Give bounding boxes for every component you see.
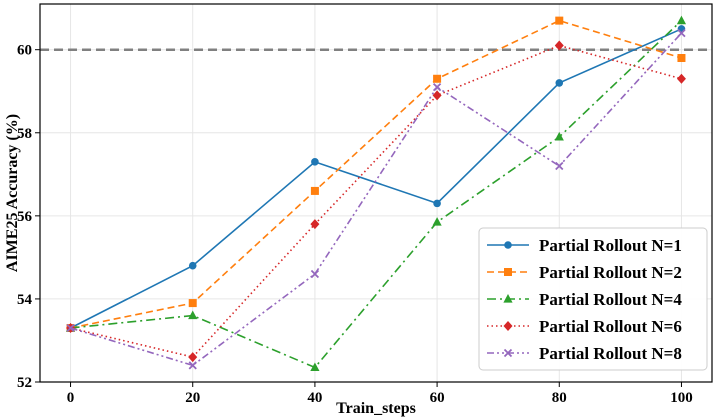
data-point <box>432 90 442 101</box>
plot-border <box>39 3 713 383</box>
legend-label: Partial Rollout N=4 <box>539 290 682 309</box>
legend-label: Partial Rollout N=1 <box>539 236 682 255</box>
x-tick-label: 40 <box>307 390 322 406</box>
data-point <box>432 217 442 226</box>
legend-marker <box>503 294 513 303</box>
data-point <box>554 40 564 51</box>
x-axis-label: Train_steps <box>336 400 416 417</box>
y-tick-label: 60 <box>17 43 32 59</box>
series-line <box>70 32 683 367</box>
data-point <box>66 323 75 333</box>
data-point <box>188 261 197 270</box>
series-group <box>65 15 687 372</box>
legend: Partial Rollout N=1 Partial Rollout N=2 Pa… <box>478 227 708 371</box>
x-tick-label: 0 <box>67 390 75 406</box>
data-point <box>676 73 686 84</box>
x-tick-label: 80 <box>552 390 567 406</box>
x-tick-label: 60 <box>430 390 445 406</box>
y-tick-label: 56 <box>17 209 33 225</box>
legend-box <box>478 227 708 371</box>
series-line <box>70 20 683 369</box>
legend-label: Partial Rollout N=6 <box>539 317 682 336</box>
series-line <box>70 19 682 329</box>
x-tick-label: 100 <box>670 390 693 406</box>
series-5 <box>66 28 686 370</box>
data-point <box>433 74 442 83</box>
data-point <box>677 28 686 38</box>
legend-marker <box>504 268 512 276</box>
x-tick-label: 20 <box>185 390 200 406</box>
data-point <box>310 362 320 372</box>
data-point <box>311 158 319 166</box>
data-point <box>310 219 320 230</box>
data-point <box>555 161 564 171</box>
data-point <box>554 131 564 141</box>
data-point <box>188 299 197 308</box>
y-tick-label: 54 <box>17 292 33 308</box>
legend-marker <box>503 321 513 331</box>
data-point <box>432 82 442 92</box>
legend-item: Partial Rollout N=4 <box>487 290 682 309</box>
series-line <box>70 44 682 358</box>
legend-marker <box>503 348 513 358</box>
y-axis-label: AIME25 Accuracy (%) <box>4 114 21 272</box>
series-line <box>70 28 682 329</box>
legend-label: Partial Rollout N=2 <box>539 263 682 282</box>
data-point <box>188 352 198 363</box>
data-point <box>677 54 686 62</box>
legend-item: Partial Rollout N=2 <box>487 263 682 282</box>
data-point <box>433 199 441 208</box>
legend-item: Partial Rollout N=8 <box>487 344 682 363</box>
legend-item: Partial Rollout N=1 <box>487 236 682 255</box>
y-tick-label: 52 <box>17 375 32 391</box>
data-point <box>188 310 198 320</box>
data-point <box>555 16 564 25</box>
data-point <box>188 361 197 370</box>
y-tick-label: 58 <box>17 126 32 142</box>
legend-item: Partial Rollout N=6 <box>487 317 682 336</box>
axis-ticks: 0 20 40 60 80 100 52 54 56 58 60 <box>17 43 693 406</box>
data-point <box>310 269 320 279</box>
data-point <box>555 79 564 87</box>
data-point <box>676 15 687 25</box>
legend-marker <box>504 241 512 249</box>
data-point <box>310 186 319 195</box>
plot-frame <box>39 3 713 383</box>
legend-label: Partial Rollout N=8 <box>539 344 682 363</box>
